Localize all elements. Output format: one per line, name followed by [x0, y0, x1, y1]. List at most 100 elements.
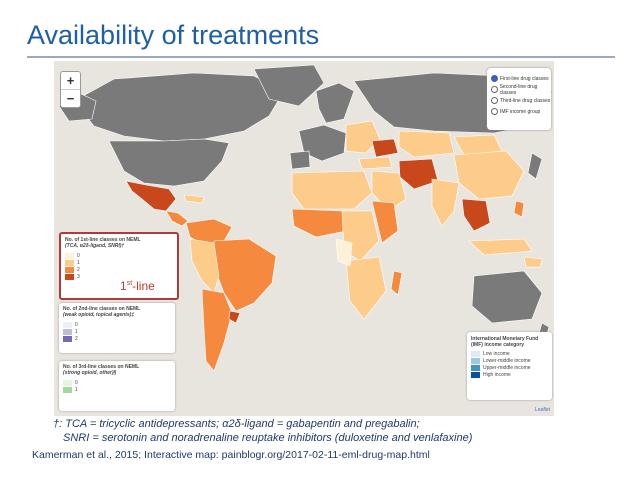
legend-item-label: 2 — [75, 335, 78, 342]
legend-item: 0 — [59, 321, 175, 328]
legend-item-label: 0 — [77, 252, 80, 259]
region-usa — [108, 138, 230, 187]
callout-sup: st — [126, 280, 133, 287]
swatch — [471, 357, 480, 364]
legend-item: 1 — [59, 328, 175, 335]
legend-third-line: No. of 3rd-line classes on NEML (strong … — [59, 361, 175, 411]
legend-item-label: 1 — [75, 386, 78, 393]
legend-second-line: No. of 2nd-line classes on NEML (weak op… — [59, 303, 175, 353]
callout-rest: -line — [132, 279, 155, 293]
region-caribbean — [183, 194, 205, 204]
layer-label: Third-line drug classes — [500, 97, 551, 104]
legend-item-label: 0 — [75, 379, 78, 386]
swatch — [471, 371, 480, 378]
region-china — [453, 150, 525, 200]
region-middle-east — [371, 170, 407, 212]
swatch — [471, 364, 480, 371]
region-west-africa — [291, 208, 347, 238]
swatch — [65, 259, 74, 266]
legend-item-label: Low income — [483, 350, 510, 357]
world-map[interactable]: + − First-line drug classes Second-line … — [54, 61, 554, 416]
first-line-callout: 1st-line — [120, 279, 155, 293]
region-southeast-asia — [461, 198, 491, 232]
footnote-line-1: †: TCA = tricyclic antidepressants; α2δ-… — [53, 418, 420, 430]
title-divider — [27, 56, 615, 58]
legend-item-label: 2 — [77, 266, 80, 273]
region-canada — [73, 72, 285, 142]
legend-item: 3 — [61, 273, 177, 280]
zoom-out-button[interactable]: − — [61, 89, 80, 107]
legend-subtitle: (TCA, α2δ-ligand, SNRI)† — [65, 243, 125, 249]
region-southern-africa — [345, 256, 387, 320]
swatch — [63, 386, 72, 393]
swatch — [63, 321, 72, 328]
layer-option-imf[interactable]: IMF income group — [487, 106, 551, 117]
region-kazakhstan — [398, 130, 455, 158]
legend-subtitle: (weak opioid, topical agents)‡ — [63, 312, 135, 318]
region-madagascar — [390, 270, 403, 296]
swatch — [471, 350, 480, 357]
legend-title: No. of 3rd-line classes on NEML — [63, 364, 140, 370]
legend-title: No. of 2nd-line classes on NEML — [63, 306, 141, 312]
legend-item: 1 — [61, 259, 177, 266]
legend-item-label: High income — [483, 371, 511, 378]
layer-selector: First-line drug classes Second-line drug… — [487, 68, 551, 130]
layer-option-first-line[interactable]: First-line drug classes — [487, 73, 551, 84]
radio-icon[interactable] — [491, 75, 498, 82]
legend-item: Lower-middle income — [467, 357, 552, 364]
legend-item: Upper-middle income — [467, 364, 552, 371]
region-indonesia — [468, 238, 533, 256]
leaflet-attribution-link[interactable]: Leaflet — [534, 407, 550, 413]
region-central-america — [165, 210, 189, 227]
zoom-in-button[interactable]: + — [66, 73, 75, 88]
legend-item-label: 1 — [77, 259, 80, 266]
region-papua-new-guinea — [523, 256, 543, 268]
legend-item: 2 — [59, 335, 175, 342]
legend-imf: International Monetary Fund (IMF) income… — [467, 332, 552, 400]
radio-icon[interactable] — [491, 108, 498, 115]
swatch — [63, 379, 72, 386]
region-uruguay — [228, 310, 241, 324]
region-turkey — [358, 156, 393, 170]
layer-label: IMF income group — [500, 108, 541, 115]
region-ukraine — [371, 138, 399, 158]
swatch — [65, 266, 74, 273]
swatch — [65, 252, 74, 259]
region-congo — [335, 238, 353, 267]
region-india — [431, 178, 460, 227]
region-greenland — [253, 64, 325, 107]
slide-title: Availability of treatments — [27, 20, 320, 50]
legend-item-label: 0 — [75, 321, 78, 328]
footnote-line-2: SNRI = serotonin and noradrenaline reupt… — [63, 432, 473, 444]
legend-item: High income — [467, 371, 552, 378]
region-mongolia — [453, 134, 503, 156]
legend-title: International Monetary Fund (IMF) income… — [471, 336, 539, 348]
legend-item-label: Upper-middle income — [483, 364, 531, 371]
region-iran-afghanistan — [398, 158, 439, 190]
legend-subtitle: (strong opioid, other)§ — [63, 370, 117, 376]
legend-item-label: 1 — [75, 328, 78, 335]
layer-label: Second-line drug classes — [499, 83, 538, 96]
legend-item: 0 — [61, 252, 177, 259]
zoom-control: + − — [60, 71, 81, 108]
legend-item-label: 3 — [77, 273, 80, 280]
legend-item: 0 — [59, 379, 175, 386]
region-japan — [527, 152, 543, 180]
layer-option-third-line[interactable]: Third-line drug classes — [487, 95, 551, 106]
swatch — [63, 328, 72, 335]
layer-option-second-line[interactable]: Second-line drug classes — [487, 83, 551, 96]
swatch — [63, 335, 72, 342]
radio-icon[interactable] — [491, 97, 498, 104]
region-peru-bolivia — [189, 238, 220, 294]
region-australia — [471, 270, 543, 324]
legend-item: 1 — [59, 386, 175, 393]
region-north-africa — [291, 170, 373, 210]
layer-label: First-line drug classes — [500, 75, 549, 82]
region-east-africa — [371, 200, 399, 244]
legend-item: Low income — [467, 350, 552, 357]
region-argentina-chile — [201, 288, 233, 372]
radio-icon[interactable] — [491, 86, 498, 93]
legend-title: No. of 1st-line classes on NEML — [65, 237, 141, 243]
swatch — [65, 273, 74, 280]
region-philippines — [513, 200, 525, 218]
